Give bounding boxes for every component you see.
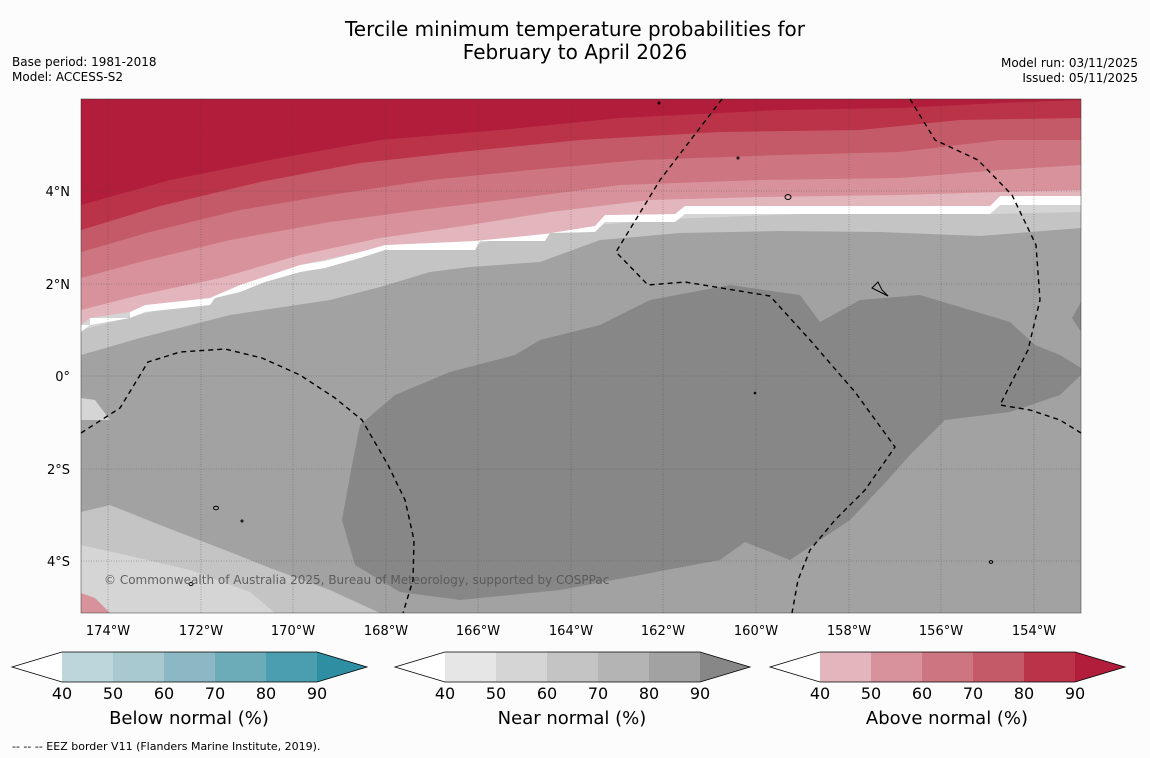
above-normal-colorbar	[768, 651, 1127, 683]
lon-label: 166°W	[456, 624, 500, 639]
tick-label: 50	[486, 684, 506, 703]
tick-label: 40	[52, 684, 72, 703]
tick-label: 40	[810, 684, 830, 703]
title-line-1: Tercile minimum temperature probabilitie…	[344, 17, 806, 41]
colorbar-outline	[768, 651, 1127, 683]
meta-right: Model run: 03/11/2025 Issued: 05/11/2025	[1001, 56, 1138, 86]
lon-label: 168°W	[364, 624, 408, 639]
colorbar-segment	[12, 652, 62, 682]
tick-label: 70	[588, 684, 608, 703]
below-normal-title: Below normal (%)	[109, 708, 269, 729]
lon-label: 164°W	[549, 624, 593, 639]
tick-label: 50	[103, 684, 123, 703]
tick-label: 60	[154, 684, 174, 703]
colorbar-segment	[770, 652, 820, 682]
colorbar-segment	[164, 652, 215, 682]
tick-label: 80	[1014, 684, 1034, 703]
title-line-2: February to April 2026	[462, 40, 688, 64]
lon-label: 170°W	[271, 624, 315, 639]
above-normal-title: Above normal (%)	[865, 708, 1029, 729]
tick-label: 90	[690, 684, 710, 703]
tick-label: 90	[1065, 684, 1085, 703]
islands	[188, 101, 994, 586]
tick-label: 70	[963, 684, 983, 703]
tick-label: 80	[639, 684, 659, 703]
colorbar-segment	[1024, 652, 1075, 682]
lon-label: 154°W	[1012, 624, 1056, 639]
eez-borders	[80, 98, 1082, 614]
lat-label: 4°N	[46, 185, 71, 200]
chart-title: Tercile minimum temperature probabilitie…	[0, 18, 1150, 64]
tick-label: 80	[256, 684, 276, 703]
below-normal-colorbar	[10, 651, 369, 683]
probability-map: © Commonwealth of Australia 2025, Bureau…	[46, 98, 1082, 639]
colorbar-segment	[820, 652, 871, 682]
colorbar-outline	[393, 651, 752, 683]
tick-label: 60	[537, 684, 557, 703]
near-normal-90-zone	[342, 285, 1081, 600]
lat-label: 4°S	[47, 555, 70, 570]
colorbar-segment	[395, 652, 445, 682]
map-frame	[80, 98, 1082, 614]
tick-label: 90	[307, 684, 327, 703]
colorbar-segment	[547, 652, 598, 682]
tick-label: 40	[435, 684, 455, 703]
colorbar-segment	[922, 652, 973, 682]
above-normal-sw-corner	[81, 593, 110, 613]
lon-label: 172°W	[179, 624, 223, 639]
above-normal-ticks: 40 50 60 70 80 90	[810, 684, 1085, 703]
near-normal-90-east-patch	[1072, 302, 1081, 332]
copyright-notice: © Commonwealth of Australia 2025, Bureau…	[104, 573, 609, 587]
latitude-labels: 4°N 2°N 0° 2°S 4°S	[46, 185, 71, 570]
colorbar-segment	[649, 652, 700, 682]
colorbar-segment	[871, 652, 922, 682]
tick-label: 70	[205, 684, 225, 703]
colorbar-segment	[973, 652, 1024, 682]
tick-label: 50	[861, 684, 881, 703]
lat-label: 2°N	[46, 278, 71, 293]
lat-lon-gridlines	[81, 99, 1081, 613]
colorbar-segment	[62, 652, 113, 682]
colorbar-segment	[215, 652, 266, 682]
colorbar-segment	[113, 652, 164, 682]
blank-white-strip	[81, 196, 1081, 332]
tick-label: 60	[912, 684, 932, 703]
colorbar-segment	[266, 652, 317, 682]
lon-label: 160°W	[734, 624, 778, 639]
map-contours	[81, 99, 1081, 613]
lon-label: 174°W	[86, 624, 130, 639]
colorbar-outline	[10, 651, 369, 683]
meta-left: Base period: 1981-2018 Model: ACCESS-S2	[12, 55, 157, 85]
colorbar-segment	[598, 652, 649, 682]
longitude-labels: 174°W 172°W 170°W 168°W 166°W 164°W 162°…	[86, 624, 1056, 639]
lat-label: 2°S	[47, 463, 70, 478]
near-normal-colorbar	[393, 651, 752, 683]
below-normal-ticks: 40 50 60 70 80 90	[52, 684, 327, 703]
near-normal-title: Near normal (%)	[497, 708, 647, 729]
near-normal-60-south-band	[81, 545, 275, 613]
near-normal-ticks: 40 50 60 70 80 90	[435, 684, 710, 703]
eez-footnote: -- -- -- EEZ border V11 (Flanders Marine…	[12, 740, 321, 753]
model-run-label: Model run: 03/11/2025	[1000, 56, 1138, 70]
colorbar-segment	[496, 652, 547, 682]
colorbar-segment	[445, 652, 496, 682]
colorbar-segment	[700, 652, 750, 682]
lon-label: 156°W	[919, 624, 963, 639]
colorbar-segment	[317, 652, 367, 682]
lat-label: 0°	[55, 370, 70, 385]
lon-label: 162°W	[641, 624, 685, 639]
base-period-label: Base period: 1981-2018	[12, 55, 157, 69]
near-normal-60-north-band	[81, 205, 1081, 420]
colorbar-segment	[1075, 652, 1125, 682]
above-normal-90-band	[81, 99, 1081, 205]
issued-label: Issued: 05/11/2025	[1022, 71, 1138, 85]
model-label: Model: ACCESS-S2	[12, 70, 124, 84]
lon-label: 158°W	[827, 624, 871, 639]
